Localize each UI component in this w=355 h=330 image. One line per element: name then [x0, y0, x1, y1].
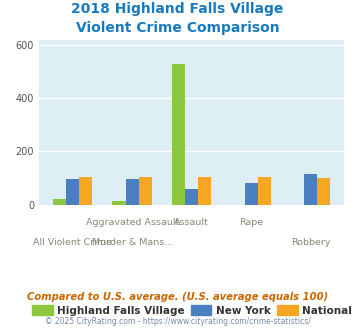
Text: All Violent Crime: All Violent Crime: [33, 238, 112, 247]
Bar: [53, 199, 66, 205]
Bar: [79, 177, 92, 205]
Text: Assault: Assault: [174, 218, 209, 227]
Bar: [304, 174, 317, 205]
Text: Robbery: Robbery: [291, 238, 331, 247]
Bar: [66, 179, 79, 205]
Text: Rape: Rape: [239, 218, 263, 227]
Legend: Highland Falls Village, New York, National: Highland Falls Village, New York, Nation…: [28, 301, 355, 320]
Bar: [113, 201, 126, 205]
Text: Murder & Mans...: Murder & Mans...: [92, 238, 173, 247]
Bar: [139, 177, 152, 205]
Text: Aggravated Assault: Aggravated Assault: [86, 218, 179, 227]
Bar: [198, 177, 211, 205]
Text: Violent Crime Comparison: Violent Crime Comparison: [76, 21, 279, 35]
Text: 2018 Highland Falls Village: 2018 Highland Falls Village: [71, 2, 284, 16]
Bar: [245, 183, 258, 205]
Bar: [172, 64, 185, 205]
Bar: [317, 178, 331, 205]
Text: Compared to U.S. average. (U.S. average equals 100): Compared to U.S. average. (U.S. average …: [27, 292, 328, 302]
Bar: [126, 179, 139, 205]
Text: © 2025 CityRating.com - https://www.cityrating.com/crime-statistics/: © 2025 CityRating.com - https://www.city…: [45, 317, 310, 326]
Bar: [258, 177, 271, 205]
Bar: [185, 189, 198, 205]
